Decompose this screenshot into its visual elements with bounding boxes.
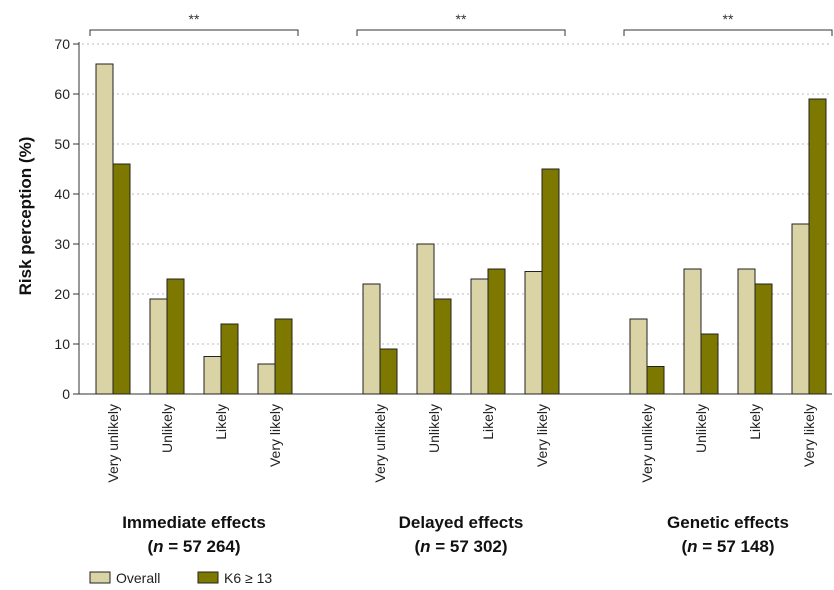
bar-k6-0-3 [274, 318, 293, 395]
y-tick-label: 40 [54, 186, 70, 202]
category-label: Very likely [801, 404, 817, 467]
bar-overall-1-0 [362, 283, 381, 395]
category-labels: Very unlikely Unlikely Likely Very likely Im… [105, 404, 817, 556]
significance-bracket [356, 29, 566, 36]
group-title: Delayed effects [399, 513, 524, 532]
y-tick-label: 50 [54, 136, 70, 152]
significance-marker: ** [189, 11, 200, 27]
category-label: Very likely [534, 404, 550, 467]
bar-k6-0-0 [112, 163, 131, 395]
group-title: Immediate effects [122, 513, 266, 532]
legend-swatch [89, 571, 111, 584]
bar-k6-0-2 [220, 323, 239, 395]
bar-k6-1-1 [433, 298, 452, 395]
significance-brackets: ** ** ** [89, 11, 833, 36]
bar-k6-0-1 [166, 278, 185, 395]
category-label: Very unlikely [639, 404, 655, 483]
category-label: Unlikely [426, 404, 442, 453]
y-tick-label: 30 [54, 236, 70, 252]
bar-k6-1-0 [379, 348, 398, 395]
category-label: Likely [747, 404, 763, 440]
bar-overall-2-2 [737, 268, 756, 395]
y-tick-label: 10 [54, 336, 70, 352]
group-n-label: (n = 57 148) [681, 537, 774, 556]
bar-overall-0-1 [149, 298, 168, 395]
category-label: Unlikely [159, 404, 175, 453]
category-label: Likely [480, 404, 496, 440]
gridlines [82, 43, 832, 345]
category-label: Unlikely [693, 404, 709, 453]
category-label: Very likely [267, 404, 283, 467]
category-label: Likely [213, 404, 229, 440]
significance-marker: ** [456, 11, 467, 27]
significance-marker: ** [723, 11, 734, 27]
bar-overall-0-0 [95, 63, 114, 395]
significance-bracket [623, 29, 833, 36]
y-tick-label: 0 [62, 386, 70, 402]
bar-overall-1-2 [470, 278, 489, 395]
legend: Overall K6 ≥ 13 [89, 570, 272, 586]
bar-k6-2-3 [808, 98, 827, 395]
legend-label: K6 ≥ 13 [224, 570, 272, 586]
y-tick-label: 70 [54, 36, 70, 52]
group-title: Genetic effects [667, 513, 789, 532]
bar-overall-2-0 [629, 318, 648, 395]
bar-overall-2-1 [683, 268, 702, 395]
category-label: Very unlikely [372, 404, 388, 483]
bar-overall-1-3 [524, 271, 543, 395]
significance-bracket [89, 29, 299, 36]
legend-label: Overall [116, 570, 160, 586]
bar-overall-1-1 [416, 243, 435, 395]
bar-k6-1-3 [541, 168, 560, 395]
y-axis-label: Risk perception (%) [16, 137, 35, 296]
y-tick-label: 20 [54, 286, 70, 302]
group-n-label: (n = 57 264) [147, 537, 240, 556]
category-label: Very unlikely [105, 404, 121, 483]
bar-k6-2-2 [754, 283, 773, 395]
bar-overall-0-2 [203, 356, 222, 395]
bar-k6-2-0 [646, 366, 665, 395]
bars [95, 63, 827, 395]
y-tick-label: 60 [54, 86, 70, 102]
bar-k6-1-2 [487, 268, 506, 395]
bar-overall-0-3 [257, 363, 276, 395]
bar-k6-2-1 [700, 333, 719, 395]
legend-swatch [197, 571, 219, 584]
bar-overall-2-3 [791, 223, 810, 395]
group-n-label: (n = 57 302) [414, 537, 507, 556]
